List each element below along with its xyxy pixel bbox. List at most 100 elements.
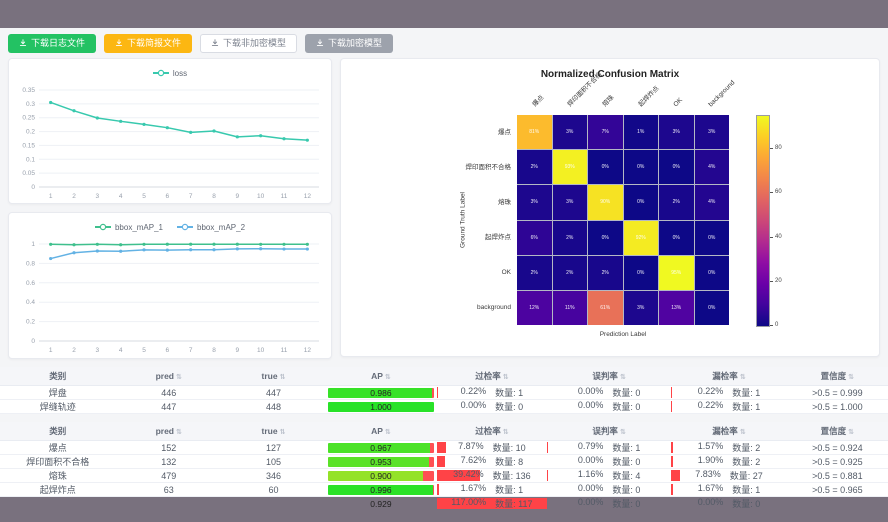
svg-text:2: 2 — [72, 347, 76, 354]
svg-text:12: 12 — [304, 347, 312, 354]
rate-percent: 39.42% — [453, 469, 484, 479]
sort-icon[interactable]: ⇅ — [279, 374, 286, 381]
sort-icon[interactable]: ⇅ — [848, 374, 855, 381]
rate-count: 数量: 1 — [495, 386, 523, 399]
column-header-pred[interactable]: pred ⇅ — [115, 367, 222, 386]
matrix-column-label: 起焊炸点 — [636, 84, 661, 109]
confusion-cell: 0% — [694, 220, 729, 255]
header-label: 误判率 — [592, 371, 618, 381]
colorbar-tick — [770, 236, 773, 238]
sort-icon[interactable]: ⇅ — [502, 374, 509, 381]
confusion-cell-value: 13% — [671, 304, 682, 311]
column-header-pred[interactable]: pred ⇅ — [115, 422, 222, 441]
colorbar-tick — [770, 148, 773, 150]
rate-percent: 0.00% — [577, 386, 604, 396]
false-judge-cell: 0.00% 数量: 0 — [546, 399, 672, 414]
sort-icon[interactable]: ⇅ — [279, 429, 286, 436]
sort-icon[interactable]: ⇅ — [384, 429, 391, 436]
rate-text: 0.00% 数量: 0 — [547, 386, 671, 399]
metrics-table: 类别 pred ⇅ true ⇅ AP ⇅ 过检率 ⇅ 误判率 ⇅ 漏检率 ⇅ 置信度 ⇅ 焊盘 446 447 0… — [0, 367, 888, 414]
false-judge-cell: 1.16% 数量: 4 — [546, 468, 672, 483]
loss-chart-legend: loss — [9, 59, 331, 83]
column-header-miss-detect[interactable]: 漏检率 ⇅ — [671, 367, 787, 386]
column-header-true[interactable]: true ⇅ — [221, 422, 325, 441]
class-cell: 爆点 — [0, 440, 116, 455]
sort-icon[interactable]: ⇅ — [175, 374, 182, 381]
ap-bar: 0.986 — [327, 387, 434, 398]
rate-percent: 7.62% — [460, 455, 487, 465]
rate-count: 数量: 0 — [612, 497, 640, 510]
count-label: 数量: — [732, 402, 753, 412]
sort-icon[interactable]: ⇅ — [739, 374, 746, 381]
ap-value: 0.967 — [370, 442, 392, 453]
header-label: pred — [155, 426, 174, 436]
confusion-cell-value: 3% — [708, 129, 716, 136]
sort-icon[interactable]: ⇅ — [739, 429, 746, 436]
column-header-miss-detect[interactable]: 漏检率 ⇅ — [671, 422, 787, 441]
svg-text:0.3: 0.3 — [26, 101, 35, 108]
rate-bar — [546, 470, 549, 481]
confusion-matrix-title: Normalized Confusion Matrix — [540, 69, 680, 80]
rate-text: 1.67% 数量: 1 — [671, 483, 786, 496]
column-header-false-judge[interactable]: 误判率 ⇅ — [546, 422, 672, 441]
column-header-false-judge[interactable]: 误判率 ⇅ — [546, 367, 672, 386]
over-detect-cell: 7.62% 数量: 8 — [436, 454, 547, 469]
download-encrypted-model-button[interactable]: 下载加密模型 — [305, 33, 394, 53]
confusion-cell-value: 3% — [530, 199, 538, 206]
confusion-cell-value: 2% — [601, 269, 609, 276]
count-value: 0 — [632, 485, 641, 495]
column-header-confidence[interactable]: 置信度 ⇅ — [786, 367, 888, 386]
sort-icon[interactable]: ⇅ — [502, 429, 509, 436]
column-header-over-detect[interactable]: 过检率 ⇅ — [436, 422, 547, 441]
rate-bar — [436, 442, 446, 453]
confidence-cell: >0.5 = 1.000 — [786, 399, 888, 414]
sort-icon[interactable]: ⇅ — [848, 429, 855, 436]
count-value: 1 — [752, 388, 761, 398]
confidence-cell: >0.5 = 0.925 — [786, 454, 888, 469]
header-label: AP — [371, 426, 383, 436]
confusion-cell-value: 95% — [671, 269, 682, 276]
download-log-file-button[interactable]: 下载日志文件 — [8, 33, 97, 53]
rate-text: 0.00% 数量: 0 — [547, 455, 671, 468]
rate-count: 数量: 1 — [732, 386, 760, 399]
count-value: 1 — [515, 388, 524, 398]
rate-text: 0.79% 数量: 1 — [547, 441, 671, 454]
column-header-confidence[interactable]: 置信度 ⇅ — [786, 422, 888, 441]
svg-text:11: 11 — [281, 347, 288, 354]
rate-bar — [671, 401, 673, 412]
confusion-cell: 2% — [552, 255, 587, 290]
confusion-cell-value: 0% — [637, 269, 645, 276]
legend-item-bbox_mAP_1[interactable]: bbox_mAP_1 — [94, 223, 163, 232]
miss-detect-cell: 7.83% 数量: 27 — [671, 468, 787, 483]
column-header-true[interactable]: true ⇅ — [221, 367, 325, 386]
download-report-file-button[interactable]: 下载简报文件 — [104, 33, 193, 53]
over-detect-cell: 1.67% 数量: 1 — [436, 482, 547, 497]
ap-value: 1.000 — [370, 401, 392, 412]
count-label: 数量: — [495, 457, 516, 467]
sort-icon[interactable]: ⇅ — [175, 429, 182, 436]
rate-percent: 0.00% — [577, 455, 604, 465]
confusion-cell-value: 0% — [601, 164, 609, 171]
column-header-ap[interactable]: AP ⇅ — [324, 367, 437, 386]
column-header-ap[interactable]: AP ⇅ — [324, 422, 437, 441]
svg-text:0.8: 0.8 — [26, 260, 35, 267]
confusion-cell-value: 3% — [672, 129, 680, 136]
count-label: 数量: — [612, 485, 633, 495]
confusion-cell: 61% — [588, 290, 623, 325]
header-label: 过检率 — [475, 371, 501, 381]
svg-text:5: 5 — [142, 347, 146, 354]
sort-icon[interactable]: ⇅ — [384, 374, 391, 381]
svg-text:0.6: 0.6 — [26, 280, 35, 287]
download-unencrypted-model-button[interactable]: 下载非加密模型 — [200, 33, 298, 53]
ap-bar-remainder — [423, 470, 434, 481]
rate-bar — [436, 456, 446, 467]
legend-item-loss[interactable]: loss — [152, 69, 187, 78]
confusion-cell-value: 81% — [529, 129, 540, 136]
sort-icon[interactable]: ⇅ — [619, 374, 626, 381]
rate-text: 0.22% 数量: 1 — [671, 386, 786, 399]
legend-item-bbox_mAP_2[interactable]: bbox_mAP_2 — [177, 223, 245, 232]
sort-icon[interactable]: ⇅ — [619, 429, 626, 436]
rate-text: 7.83% 数量: 27 — [671, 469, 786, 482]
svg-text:0: 0 — [31, 338, 35, 345]
column-header-over-detect[interactable]: 过检率 ⇅ — [436, 367, 547, 386]
